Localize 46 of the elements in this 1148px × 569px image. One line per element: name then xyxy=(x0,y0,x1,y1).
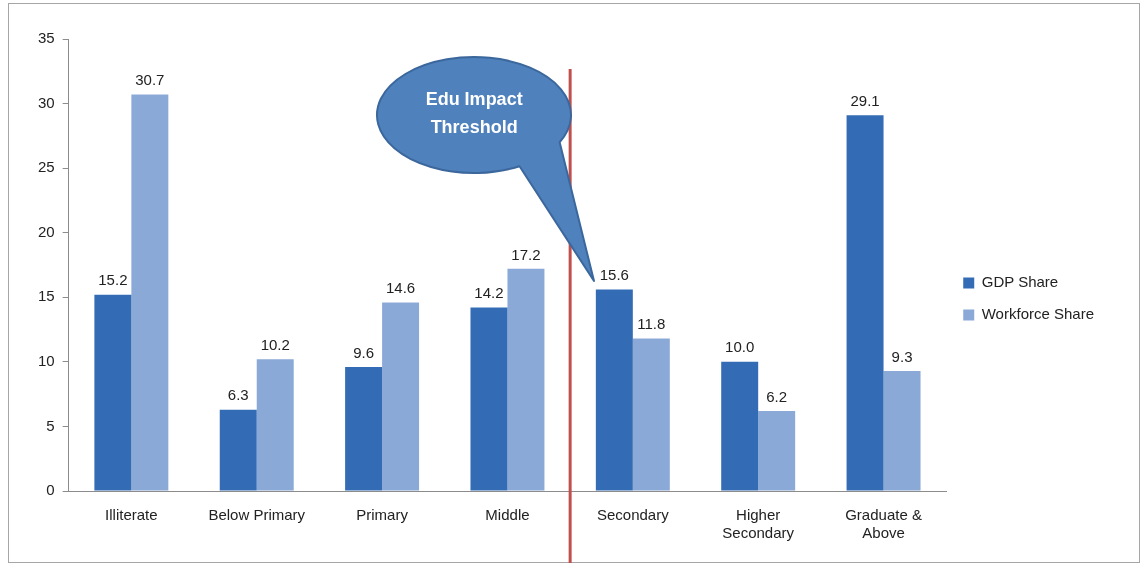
y-tick-label: 0 xyxy=(46,481,55,499)
data-label: 14.2 xyxy=(474,284,504,302)
y-tick-label: 35 xyxy=(38,29,55,47)
x-tick-label: Middle xyxy=(485,506,530,524)
bar xyxy=(131,94,169,491)
x-tick-label: Higher Secondary xyxy=(722,506,795,542)
bar xyxy=(758,410,796,491)
bar xyxy=(345,367,383,491)
y-tick-label: 10 xyxy=(38,352,55,369)
legend-label: GDP Share xyxy=(981,273,1059,291)
y-tick-label: 25 xyxy=(38,158,55,176)
data-label: 6.2 xyxy=(766,387,788,405)
ref-line-label: Edu Impact Threshold xyxy=(424,88,524,139)
data-label: 9.6 xyxy=(353,343,375,361)
data-label: 17.2 xyxy=(511,245,541,263)
x-tick-label: Primary xyxy=(356,506,409,524)
data-label: 30.7 xyxy=(135,71,165,89)
x-tick-label: Secondary xyxy=(596,506,670,524)
bar xyxy=(846,115,884,491)
legend-label: Workforce Share xyxy=(981,305,1094,323)
data-label: 6.3 xyxy=(227,386,249,404)
y-tick-label: 5 xyxy=(46,416,55,434)
bar xyxy=(595,289,633,491)
data-label: 9.3 xyxy=(891,347,913,365)
bar xyxy=(632,338,670,491)
bar xyxy=(256,359,294,491)
bar xyxy=(721,361,759,491)
data-label: 14.6 xyxy=(385,279,416,297)
data-label: 29.1 xyxy=(850,91,880,109)
data-label: 10.0 xyxy=(725,338,755,356)
x-tick-label: Below Primary xyxy=(208,506,306,524)
bar xyxy=(382,302,420,491)
data-label: 15.2 xyxy=(98,271,128,289)
data-label: 10.2 xyxy=(260,335,290,353)
y-tick-label: 30 xyxy=(38,93,55,111)
data-label: 15.6 xyxy=(599,266,629,284)
x-tick-label: Illiterate xyxy=(105,506,158,524)
bar xyxy=(94,294,132,491)
bar xyxy=(219,409,257,491)
y-tick-label: 15 xyxy=(38,287,55,305)
bar xyxy=(507,268,545,491)
bar xyxy=(883,370,921,491)
data-label: 11.8 xyxy=(637,315,666,333)
bar xyxy=(470,307,508,491)
x-tick-label: Graduate & Above xyxy=(845,506,922,542)
y-tick-label: 20 xyxy=(38,222,55,240)
